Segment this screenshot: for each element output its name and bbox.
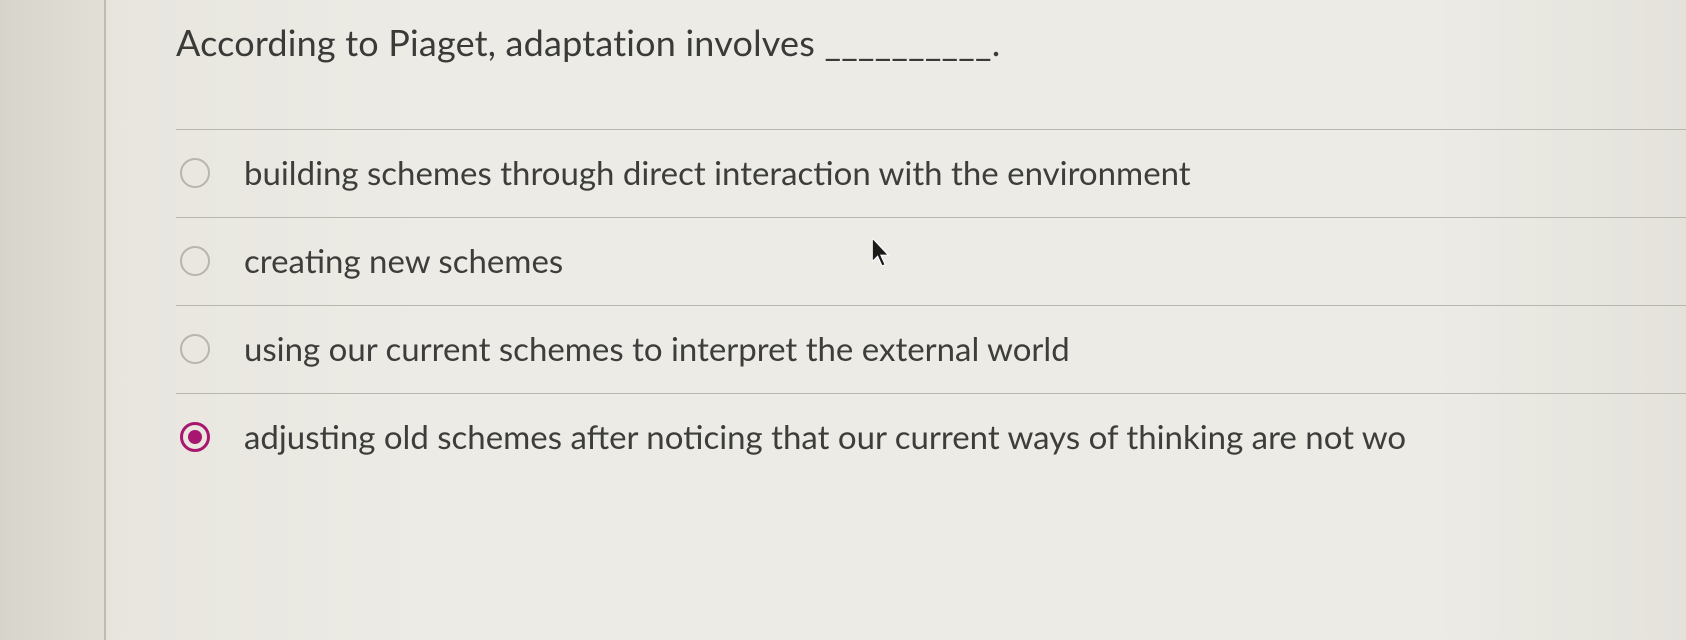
question-prompt: According to Piaget, adaptation involves… — [176, 0, 1686, 107]
quiz-page: According to Piaget, adaptation involves… — [0, 0, 1686, 640]
options-list: building schemes through direct interact… — [176, 129, 1686, 481]
radio-button[interactable] — [180, 422, 210, 452]
option-label: adjusting old schemes after noticing tha… — [244, 416, 1406, 459]
question-block: According to Piaget, adaptation involves… — [106, 0, 1686, 640]
option-row[interactable]: building schemes through direct interact… — [176, 129, 1686, 217]
radio-dot-icon — [188, 430, 202, 444]
option-label: using our current schemes to interpret t… — [244, 328, 1070, 371]
radio-button[interactable] — [180, 246, 210, 276]
radio-button[interactable] — [180, 158, 210, 188]
option-label: creating new schemes — [244, 240, 563, 283]
option-row[interactable]: creating new schemes — [176, 217, 1686, 305]
option-label: building schemes through direct interact… — [244, 152, 1191, 195]
radio-button[interactable] — [180, 334, 210, 364]
left-gutter — [0, 0, 106, 640]
option-row[interactable]: adjusting old schemes after noticing tha… — [176, 393, 1686, 481]
option-row[interactable]: using our current schemes to interpret t… — [176, 305, 1686, 393]
